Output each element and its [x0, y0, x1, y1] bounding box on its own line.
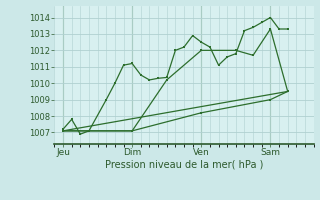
X-axis label: Pression niveau de la mer( hPa ): Pression niveau de la mer( hPa ) [105, 160, 263, 170]
